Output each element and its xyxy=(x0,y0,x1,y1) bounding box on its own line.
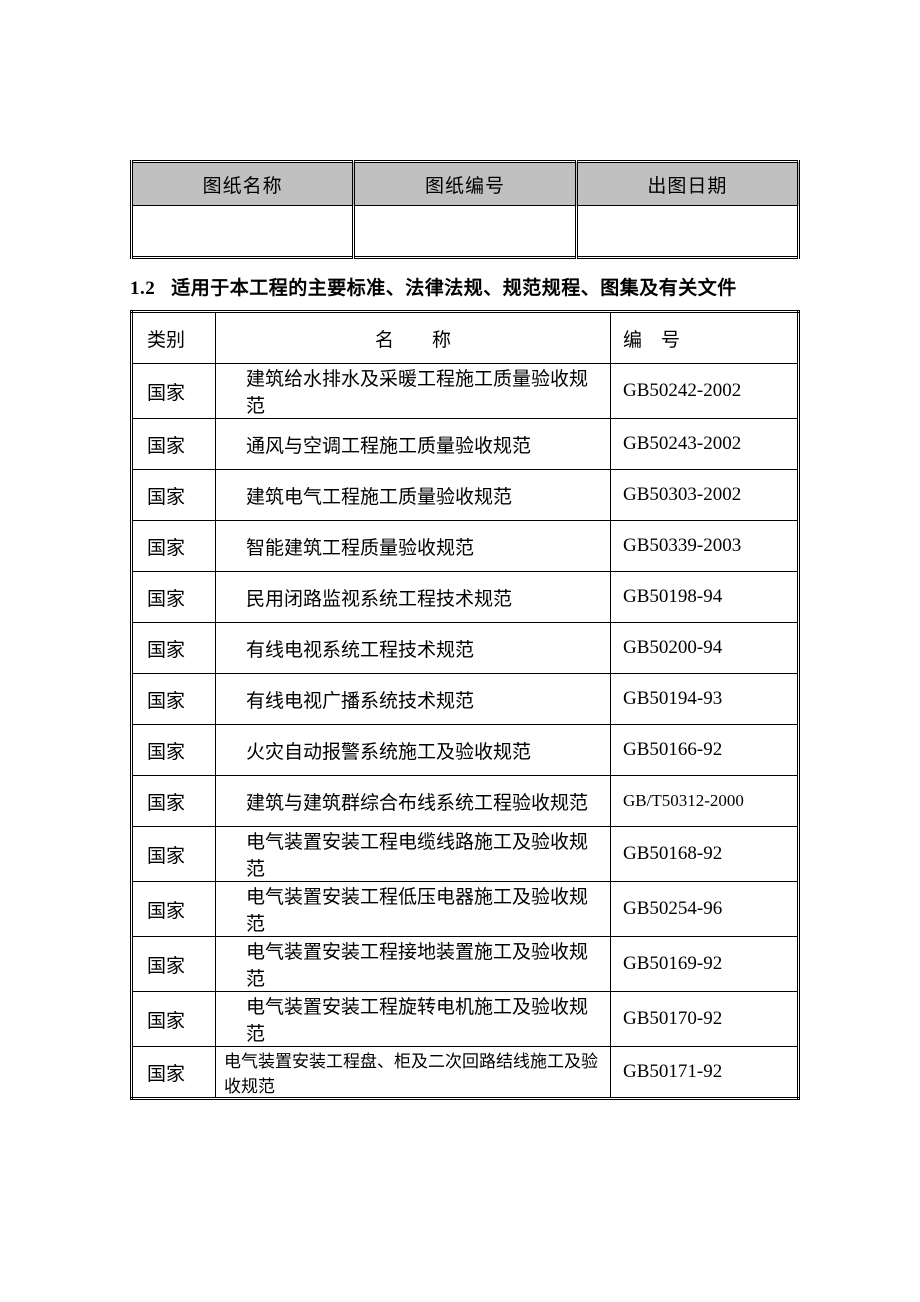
cell-drawing-number xyxy=(354,206,576,258)
cell-standard-code: GB50254-96 xyxy=(611,882,799,937)
cell-standard-name: 电气装置安装工程接地装置施工及验收规范 xyxy=(216,937,611,992)
cell-category: 国家 xyxy=(132,364,216,419)
cell-standard-name: 电气装置安装工程电缆线路施工及验收规范 xyxy=(216,827,611,882)
col-header-drawing-name: 图纸名称 xyxy=(132,162,354,206)
cell-issue-date xyxy=(576,206,798,258)
table-row: 国家电气装置安装工程电缆线路施工及验收规范GB50168-92 xyxy=(132,827,799,882)
table-row: 国家电气装置安装工程旋转电机施工及验收规范GB50170-92 xyxy=(132,992,799,1047)
cell-standard-code: GB50339-2003 xyxy=(611,521,799,572)
col-header-code: 编 号 xyxy=(611,312,799,364)
table-row: 国家建筑与建筑群综合布线系统工程验收规范GB/T50312-2000 xyxy=(132,776,799,827)
cell-standard-code: GB50169-92 xyxy=(611,937,799,992)
table-header-row: 图纸名称 图纸编号 出图日期 xyxy=(132,162,799,206)
cell-standard-name: 通风与空调工程施工质量验收规范 xyxy=(216,419,611,470)
col-header-category: 类别 xyxy=(132,312,216,364)
cell-standard-code: GB50171-92 xyxy=(611,1047,799,1099)
cell-standard-name: 电气装置安装工程低压电器施工及验收规范 xyxy=(216,882,611,937)
table-row: 国家电气装置安装工程盘、柜及二次回路结线施工及验收规范GB50171-92 xyxy=(132,1047,799,1099)
cell-standard-name: 火灾自动报警系统施工及验收规范 xyxy=(216,725,611,776)
cell-category: 国家 xyxy=(132,827,216,882)
cell-category: 国家 xyxy=(132,623,216,674)
standards-table: 类别 名 称 编 号 国家建筑给水排水及采暖工程施工质量验收规范GB50242-… xyxy=(130,310,800,1100)
cell-standard-name: 电气装置安装工程盘、柜及二次回路结线施工及验收规范 xyxy=(216,1047,611,1099)
table-row: 国家有线电视系统工程技术规范GB50200-94 xyxy=(132,623,799,674)
cell-standard-name: 建筑电气工程施工质量验收规范 xyxy=(216,470,611,521)
table-header-row: 类别 名 称 编 号 xyxy=(132,312,799,364)
cell-category: 国家 xyxy=(132,882,216,937)
section-heading: 1.2 适用于本工程的主要标准、法律法规、规范规程、图集及有关文件 xyxy=(130,273,800,300)
section-title: 适用于本工程的主要标准、法律法规、规范规程、图集及有关文件 xyxy=(171,278,737,299)
cell-standard-code: GB50198-94 xyxy=(611,572,799,623)
cell-category: 国家 xyxy=(132,674,216,725)
cell-category: 国家 xyxy=(132,776,216,827)
table-row: 国家建筑电气工程施工质量验收规范GB50303-2002 xyxy=(132,470,799,521)
cell-standard-name: 电气装置安装工程旋转电机施工及验收规范 xyxy=(216,992,611,1047)
table-row: 国家建筑给水排水及采暖工程施工质量验收规范GB50242-2002 xyxy=(132,364,799,419)
cell-standard-code: GB50242-2002 xyxy=(611,364,799,419)
table-row: 国家火灾自动报警系统施工及验收规范GB50166-92 xyxy=(132,725,799,776)
cell-standard-code: GB/T50312-2000 xyxy=(611,776,799,827)
table-row: 国家通风与空调工程施工质量验收规范GB50243-2002 xyxy=(132,419,799,470)
cell-category: 国家 xyxy=(132,572,216,623)
drawing-info-table: 图纸名称 图纸编号 出图日期 xyxy=(130,160,800,259)
cell-standard-name: 有线电视广播系统技术规范 xyxy=(216,674,611,725)
table-row: 国家有线电视广播系统技术规范GB50194-93 xyxy=(132,674,799,725)
cell-category: 国家 xyxy=(132,992,216,1047)
cell-standard-name: 智能建筑工程质量验收规范 xyxy=(216,521,611,572)
col-header-drawing-number: 图纸编号 xyxy=(354,162,576,206)
cell-category: 国家 xyxy=(132,419,216,470)
cell-drawing-name xyxy=(132,206,354,258)
cell-standard-code: GB50194-93 xyxy=(611,674,799,725)
cell-standard-name: 建筑给水排水及采暖工程施工质量验收规范 xyxy=(216,364,611,419)
table-row: 国家电气装置安装工程接地装置施工及验收规范GB50169-92 xyxy=(132,937,799,992)
cell-category: 国家 xyxy=(132,1047,216,1099)
cell-standard-code: GB50243-2002 xyxy=(611,419,799,470)
cell-category: 国家 xyxy=(132,470,216,521)
cell-standard-code: GB50166-92 xyxy=(611,725,799,776)
cell-category: 国家 xyxy=(132,725,216,776)
table-row xyxy=(132,206,799,258)
col-header-name: 名 称 xyxy=(216,312,611,364)
col-header-issue-date: 出图日期 xyxy=(576,162,798,206)
cell-standard-code: GB50303-2002 xyxy=(611,470,799,521)
table-row: 国家电气装置安装工程低压电器施工及验收规范GB50254-96 xyxy=(132,882,799,937)
cell-category: 国家 xyxy=(132,521,216,572)
section-number: 1.2 xyxy=(130,278,155,299)
cell-standard-name: 民用闭路监视系统工程技术规范 xyxy=(216,572,611,623)
table-row: 国家民用闭路监视系统工程技术规范GB50198-94 xyxy=(132,572,799,623)
cell-category: 国家 xyxy=(132,937,216,992)
cell-standard-name: 有线电视系统工程技术规范 xyxy=(216,623,611,674)
cell-standard-code: GB50200-94 xyxy=(611,623,799,674)
cell-standard-code: GB50168-92 xyxy=(611,827,799,882)
table-row: 国家智能建筑工程质量验收规范GB50339-2003 xyxy=(132,521,799,572)
cell-standard-name: 建筑与建筑群综合布线系统工程验收规范 xyxy=(216,776,611,827)
cell-standard-code: GB50170-92 xyxy=(611,992,799,1047)
